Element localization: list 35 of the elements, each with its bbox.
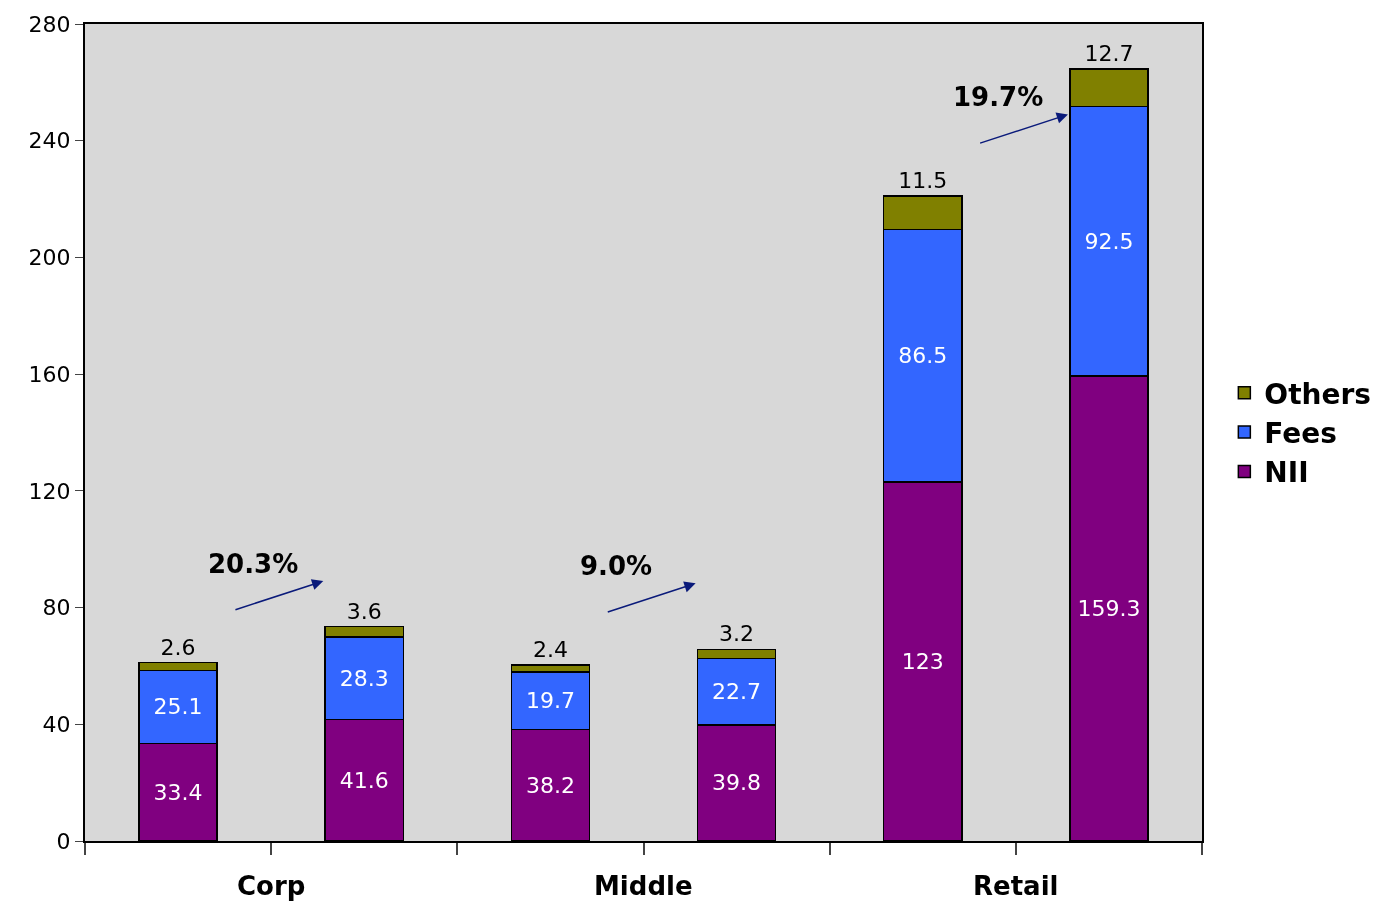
data-label: 11.5 bbox=[898, 168, 948, 194]
legend-label: Others bbox=[1264, 377, 1371, 411]
data-label: 92.5 bbox=[1084, 228, 1134, 254]
data-label: 159.3 bbox=[1077, 596, 1141, 622]
data-label: 22.7 bbox=[712, 679, 762, 705]
annotation: 9.0% bbox=[580, 551, 653, 581]
data-label: 39.8 bbox=[712, 770, 762, 796]
data-label: 38.2 bbox=[525, 772, 575, 798]
data-label: 12.7 bbox=[1084, 41, 1134, 67]
data-label: 3.6 bbox=[346, 598, 382, 624]
legend-label: Fees bbox=[1264, 417, 1337, 451]
y-tick-label: 160 bbox=[28, 361, 71, 387]
y-tick-label: 280 bbox=[28, 11, 71, 37]
data-label: 19.7 bbox=[525, 688, 575, 714]
y-tick-label: 0 bbox=[56, 828, 71, 854]
data-label: 28.3 bbox=[339, 665, 389, 691]
y-tick-label: 120 bbox=[28, 478, 71, 504]
y-tick-label: 240 bbox=[28, 128, 71, 154]
text: Middle bbox=[594, 871, 693, 901]
y-tick-label: 80 bbox=[42, 595, 71, 621]
data-label: 2.6 bbox=[160, 634, 196, 660]
text: Corp bbox=[237, 871, 306, 901]
legend-label: NII bbox=[1264, 456, 1309, 490]
annotation: 20.3% bbox=[208, 549, 299, 579]
data-label: 123 bbox=[901, 649, 944, 675]
data-label: 41.6 bbox=[339, 767, 389, 793]
data-label: 25.1 bbox=[153, 694, 203, 720]
data-label: 86.5 bbox=[898, 343, 948, 369]
y-tick-label: 40 bbox=[42, 711, 71, 737]
data-label: 2.4 bbox=[532, 637, 568, 663]
y-tick-label: 200 bbox=[28, 245, 71, 271]
data-label: 3.2 bbox=[719, 621, 755, 647]
data-label: 33.4 bbox=[153, 779, 203, 805]
text: Retail bbox=[973, 871, 1059, 901]
annotation: 19.7% bbox=[953, 82, 1044, 112]
